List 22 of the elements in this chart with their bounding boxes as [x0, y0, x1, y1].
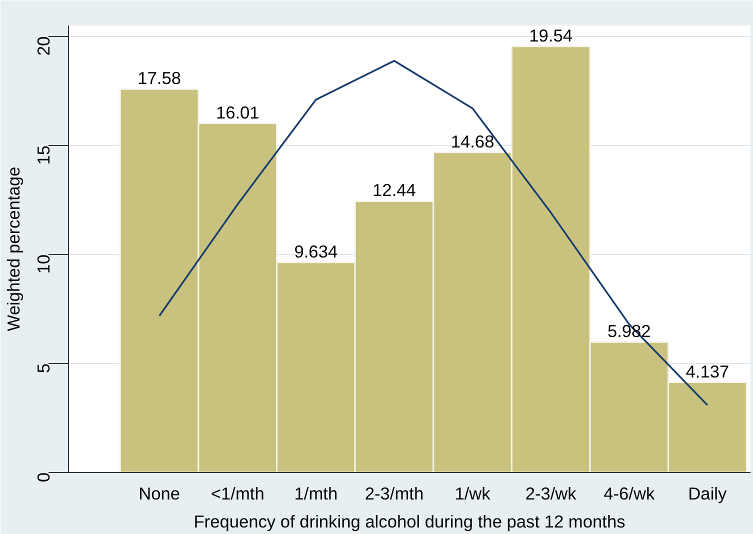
data-label: 14.68 [450, 131, 494, 152]
x-tick-label: 2-3/wk [525, 484, 577, 504]
x-tick-label: 1/wk [454, 484, 491, 504]
x-axis-title: Frequency of drinking alcohol during the past 12 months [194, 512, 626, 532]
x-tick-label: 1/mth [294, 484, 338, 504]
x-tick-label: 2-3/mth [364, 484, 424, 504]
x-tick-label: None [138, 484, 180, 504]
y-tick-label: 15 [34, 145, 54, 165]
y-axis-title: Weighted percentage [4, 166, 24, 332]
y-tick-label: 0 [34, 472, 54, 482]
x-tick-label: Daily [688, 484, 728, 504]
y-tick-label: 10 [34, 254, 54, 274]
y-tick-label: 20 [34, 36, 54, 56]
data-label: 12.44 [372, 180, 416, 200]
data-label: 4.137 [686, 361, 730, 382]
data-label: 17.58 [138, 68, 182, 88]
data-label: 19.54 [529, 25, 573, 46]
y-tick-label: 5 [34, 363, 54, 374]
x-tick-label: <1/mth [210, 484, 264, 504]
data-label: 9.634 [294, 241, 338, 262]
data-label: 16.01 [216, 102, 260, 122]
x-tick-label: 4-6/wk [604, 484, 655, 504]
